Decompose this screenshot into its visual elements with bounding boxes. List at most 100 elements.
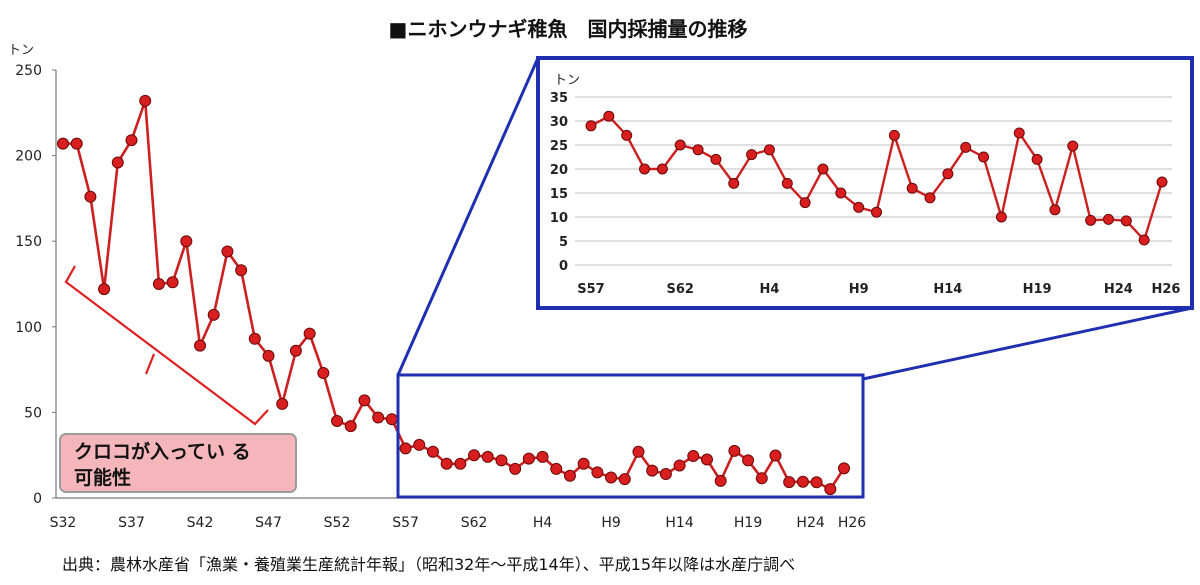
main-data-point — [344, 420, 357, 433]
inset-data-point — [639, 163, 651, 175]
main-y-tick-label: 100 — [15, 320, 42, 336]
main-y-tick-label: 200 — [15, 149, 42, 165]
annotation-line1: クロコが入ってい る — [74, 440, 251, 463]
chart-title: ■ニホンウナギ稚魚 国内採捕量の推移 — [389, 17, 748, 41]
inset-unit-label: トン — [554, 73, 580, 88]
main-data-point — [248, 332, 261, 345]
main-data-point — [509, 462, 522, 475]
inset-y-tick-label: 15 — [550, 187, 568, 202]
main-x-tick-label: S57 — [392, 515, 419, 531]
inset-data-point — [1067, 140, 1079, 152]
inset-data-point — [888, 129, 900, 141]
inset-data-point — [763, 144, 775, 156]
inset-chart: トン 0 5 10 15 20 25 30 35 S57 S62 H4 H9 H14 H19 H24 H26 — [536, 56, 1194, 310]
main-data-point — [769, 449, 782, 462]
inset-data-point — [853, 201, 865, 213]
main-data-point — [57, 137, 69, 150]
main-data-point — [742, 454, 755, 467]
main-data-point — [385, 413, 398, 426]
main-data-point — [687, 450, 700, 463]
main-x-tick-label: S47 — [255, 515, 282, 531]
inset-x-tick-label: H14 — [933, 282, 962, 297]
main-x-tick-label: H26 — [838, 515, 866, 531]
inset-data-point — [710, 153, 722, 165]
main-unit-label: トン — [8, 43, 34, 58]
main-data-point — [714, 474, 727, 487]
main-data-point — [125, 134, 138, 147]
main-data-point — [289, 344, 302, 357]
main-data-point — [577, 457, 590, 470]
main-data-point — [317, 367, 330, 380]
inset-x-tick-label: H19 — [1023, 282, 1052, 297]
inset-data-point — [656, 163, 668, 175]
inset-data-point — [603, 110, 615, 122]
main-data-point — [481, 450, 494, 463]
main-y-tick-label: 50 — [24, 405, 42, 421]
main-data-point — [591, 466, 604, 479]
inset-grid — [575, 96, 1172, 266]
inset-data-point — [1120, 215, 1132, 227]
inset-data-point — [585, 120, 597, 132]
main-data-point — [180, 235, 193, 248]
main-x-tick-label: S52 — [324, 515, 351, 531]
main-data-point — [235, 264, 248, 277]
inset-data-point — [995, 211, 1007, 223]
inset-series — [585, 110, 1168, 246]
main-data-point — [673, 459, 686, 472]
main-x-tick-label: H19 — [734, 515, 762, 531]
main-series-line — [63, 99, 846, 491]
main-data-point — [755, 472, 768, 485]
zoom-connector-left — [396, 57, 540, 376]
main-data-point — [838, 462, 850, 475]
inset-x-ticks: S57 S62 H4 H9 H14 H19 H24 H26 — [577, 282, 1180, 297]
main-data-point — [810, 476, 823, 489]
inset-data-point — [1138, 234, 1150, 246]
main-x-tick-label: H14 — [665, 515, 693, 531]
main-data-point — [440, 457, 453, 470]
inset-frame — [536, 56, 1194, 310]
main-data-point — [262, 349, 275, 362]
inset-x-tick-label: H4 — [759, 282, 779, 297]
main-data-point — [522, 452, 535, 465]
main-data-point — [331, 414, 344, 427]
main-x-tick-label: S62 — [461, 515, 488, 531]
main-x-tick-label: H9 — [601, 515, 620, 531]
main-data-point — [426, 445, 439, 458]
main-series — [57, 94, 850, 496]
inset-data-point — [871, 206, 882, 218]
main-data-point — [372, 411, 385, 424]
bracket-annotation — [64, 265, 269, 426]
inset-data-point — [1102, 213, 1114, 225]
main-data-point — [221, 245, 234, 258]
main-x-tick-label: S37 — [118, 515, 145, 531]
inset-x-tick-label: H26 — [1152, 282, 1181, 297]
main-data-point — [783, 476, 796, 489]
main-data-point — [659, 468, 672, 481]
inset-x-tick-label: S57 — [577, 282, 604, 297]
inset-y-tick-label: 10 — [550, 211, 568, 226]
main-data-point — [468, 449, 481, 462]
main-x-tick-label: H4 — [533, 515, 553, 531]
main-data-point — [84, 190, 97, 203]
inset-data-point — [1049, 204, 1061, 216]
inset-data-point — [924, 192, 936, 204]
main-data-point — [550, 462, 563, 475]
main-data-point — [413, 438, 426, 451]
inset-y-tick-label: 35 — [550, 91, 568, 106]
main-data-point — [605, 471, 618, 484]
main-data-point — [632, 445, 645, 458]
inset-x-tick-label: H9 — [849, 282, 869, 297]
main-data-point — [358, 394, 371, 407]
main-data-point — [454, 457, 467, 470]
main-data-point — [166, 276, 179, 289]
main-x-tick-label: S42 — [187, 515, 214, 531]
main-data-point — [495, 454, 508, 467]
inset-data-point — [906, 182, 918, 194]
main-y-tick-label: 0 — [33, 491, 42, 507]
inset-y-tick-label: 30 — [550, 115, 568, 130]
main-data-point — [152, 278, 165, 290]
main-data-point — [728, 444, 741, 457]
inset-data-point — [960, 141, 972, 153]
inset-data-point — [674, 139, 686, 151]
